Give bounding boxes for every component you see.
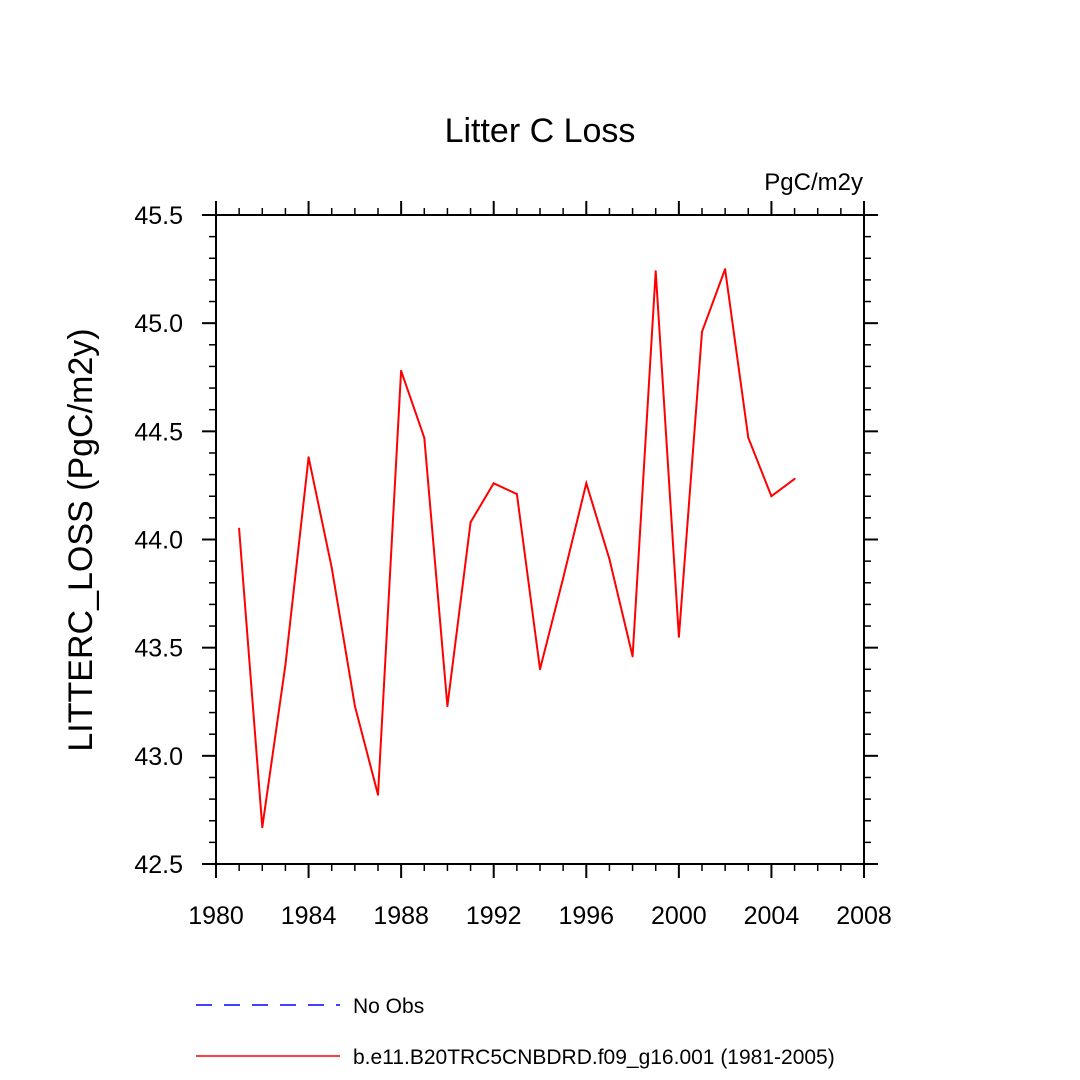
y-tick-label: 44.5: [134, 418, 183, 446]
x-tick-label: 1984: [281, 902, 337, 930]
data-point: [562, 577, 565, 580]
y-tick-labels: 42.5 43.0 43.5 44.0 44.5 45.0 45.5: [134, 202, 183, 879]
data-point: [423, 436, 426, 439]
data-point: [747, 436, 750, 439]
x-tick-labels: 1980 1984 1988 1992 1996 2000 2004 2008: [188, 902, 892, 930]
data-point: [631, 655, 634, 658]
y-tick-label: 43.0: [134, 743, 183, 771]
legend-label: No Obs: [353, 995, 424, 1018]
x-tick-label: 1980: [188, 902, 244, 930]
axis-ticks: [202, 201, 878, 878]
data-point: [330, 566, 333, 569]
series-line: [238, 268, 796, 828]
data-point: [515, 493, 518, 496]
data-point: [353, 705, 356, 708]
x-tick-label: 1996: [558, 902, 614, 930]
data-series: [238, 268, 796, 829]
data-point: [307, 456, 310, 459]
data-point: [284, 663, 287, 666]
data-point: [770, 495, 773, 498]
y-tick-label: 45.5: [134, 202, 183, 230]
data-point: [585, 482, 588, 485]
data-point: [469, 521, 472, 524]
y-tick-label: 43.5: [134, 635, 183, 663]
y-tick-label: 42.5: [134, 851, 183, 879]
data-point: [701, 330, 703, 333]
data-point: [793, 477, 796, 480]
y-tick-label: 45.0: [134, 310, 183, 338]
data-point: [608, 557, 611, 560]
chart-title: Litter C Loss: [445, 112, 636, 150]
legend: No Obs b.e11.B20TRC5CNBDRD.f09_g16.001 (1…: [196, 995, 835, 1069]
data-point: [539, 668, 541, 671]
data-point: [446, 705, 449, 708]
x-tick-label: 1992: [466, 902, 522, 930]
y-tick-label: 44.0: [134, 527, 183, 555]
x-tick-label: 1988: [373, 902, 429, 930]
data-point: [238, 527, 241, 530]
data-point: [654, 270, 657, 273]
plot-frame: [215, 214, 865, 865]
data-point: [677, 635, 680, 638]
data-point: [492, 482, 495, 485]
data-point: [724, 268, 727, 271]
x-tick-label: 2000: [651, 902, 707, 930]
data-point: [377, 793, 379, 796]
units-label: PgC/m2y: [764, 169, 863, 196]
legend-label: b.e11.B20TRC5CNBDRD.f09_g16.001 (1981-20…: [353, 1046, 835, 1069]
x-tick-label: 2004: [744, 902, 800, 930]
data-point: [400, 369, 403, 372]
x-tick-label: 2008: [836, 902, 892, 930]
data-point: [261, 826, 264, 829]
y-axis-label: LITTERC_LOSS (PgC/m2y): [62, 328, 100, 751]
